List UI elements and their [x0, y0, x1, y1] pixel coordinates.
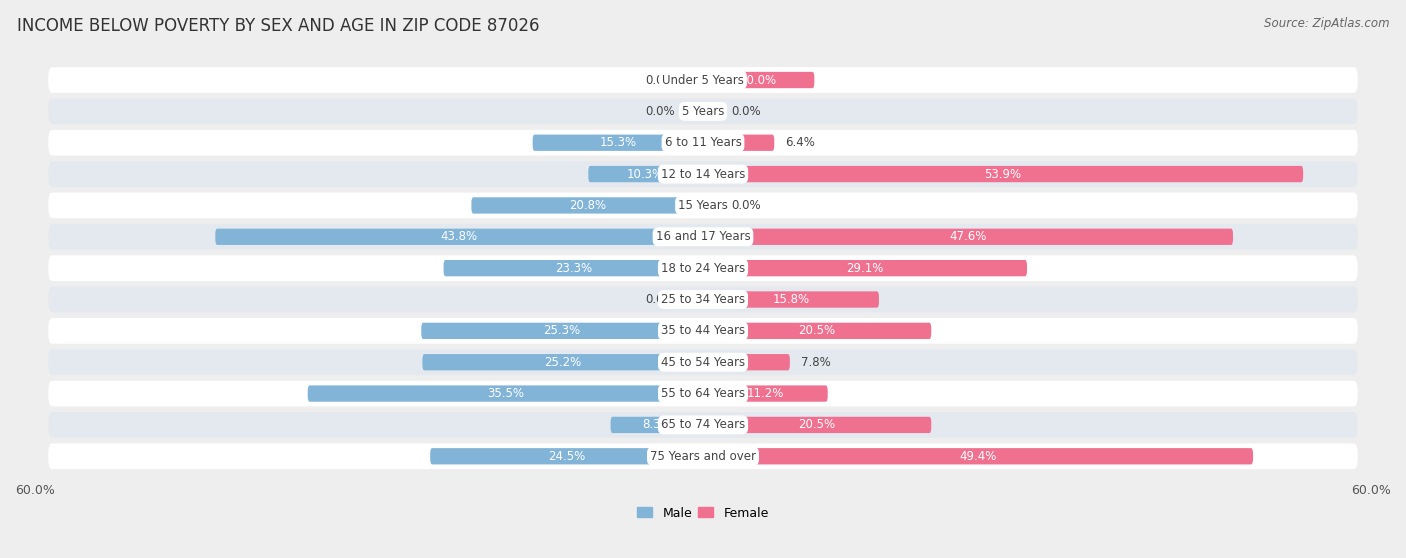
FancyBboxPatch shape — [703, 448, 1253, 464]
FancyBboxPatch shape — [48, 256, 1358, 281]
Text: 75 Years and over: 75 Years and over — [650, 450, 756, 463]
Text: Under 5 Years: Under 5 Years — [662, 74, 744, 86]
FancyBboxPatch shape — [703, 354, 790, 371]
Text: 55 to 64 Years: 55 to 64 Years — [661, 387, 745, 400]
FancyBboxPatch shape — [48, 99, 1358, 124]
Text: 12 to 14 Years: 12 to 14 Years — [661, 167, 745, 181]
FancyBboxPatch shape — [533, 134, 703, 151]
Text: Source: ZipAtlas.com: Source: ZipAtlas.com — [1264, 17, 1389, 30]
Text: 11.2%: 11.2% — [747, 387, 785, 400]
Text: 45 to 54 Years: 45 to 54 Years — [661, 355, 745, 369]
Text: 29.1%: 29.1% — [846, 262, 884, 275]
Text: 7.8%: 7.8% — [801, 355, 831, 369]
FancyBboxPatch shape — [48, 287, 1358, 312]
Text: 35 to 44 Years: 35 to 44 Years — [661, 324, 745, 338]
FancyBboxPatch shape — [703, 386, 828, 402]
FancyBboxPatch shape — [48, 381, 1358, 406]
Text: 20.5%: 20.5% — [799, 418, 835, 431]
Text: 0.0%: 0.0% — [645, 105, 675, 118]
Text: 53.9%: 53.9% — [984, 167, 1022, 181]
Text: 20.5%: 20.5% — [799, 324, 835, 338]
FancyBboxPatch shape — [308, 386, 703, 402]
Text: 16 and 17 Years: 16 and 17 Years — [655, 230, 751, 243]
FancyBboxPatch shape — [422, 354, 703, 371]
Text: 15 Years: 15 Years — [678, 199, 728, 212]
Text: 15.8%: 15.8% — [772, 293, 810, 306]
Text: 6 to 11 Years: 6 to 11 Years — [665, 136, 741, 149]
FancyBboxPatch shape — [215, 229, 703, 245]
FancyBboxPatch shape — [48, 67, 1358, 93]
FancyBboxPatch shape — [48, 224, 1358, 249]
FancyBboxPatch shape — [703, 417, 931, 433]
Text: 5 Years: 5 Years — [682, 105, 724, 118]
FancyBboxPatch shape — [471, 198, 703, 214]
Text: 8.3%: 8.3% — [643, 418, 672, 431]
Text: INCOME BELOW POVERTY BY SEX AND AGE IN ZIP CODE 87026: INCOME BELOW POVERTY BY SEX AND AGE IN Z… — [17, 17, 540, 35]
FancyBboxPatch shape — [48, 349, 1358, 375]
FancyBboxPatch shape — [703, 291, 879, 307]
FancyBboxPatch shape — [48, 444, 1358, 469]
Text: 20.8%: 20.8% — [568, 199, 606, 212]
FancyBboxPatch shape — [443, 260, 703, 276]
Text: 0.0%: 0.0% — [645, 293, 675, 306]
FancyBboxPatch shape — [703, 134, 775, 151]
FancyBboxPatch shape — [430, 448, 703, 464]
Legend: Male, Female: Male, Female — [633, 502, 773, 525]
Text: 43.8%: 43.8% — [440, 230, 478, 243]
Text: 0.0%: 0.0% — [731, 105, 761, 118]
Text: 0.0%: 0.0% — [645, 74, 675, 86]
Text: 47.6%: 47.6% — [949, 230, 987, 243]
FancyBboxPatch shape — [703, 260, 1026, 276]
FancyBboxPatch shape — [48, 130, 1358, 156]
FancyBboxPatch shape — [610, 417, 703, 433]
Text: 6.4%: 6.4% — [786, 136, 815, 149]
Text: 10.3%: 10.3% — [627, 167, 664, 181]
Text: 0.0%: 0.0% — [731, 199, 761, 212]
FancyBboxPatch shape — [703, 229, 1233, 245]
FancyBboxPatch shape — [48, 318, 1358, 344]
Text: 25 to 34 Years: 25 to 34 Years — [661, 293, 745, 306]
Text: 25.2%: 25.2% — [544, 355, 581, 369]
Text: 49.4%: 49.4% — [959, 450, 997, 463]
FancyBboxPatch shape — [703, 166, 1303, 182]
FancyBboxPatch shape — [703, 72, 814, 88]
FancyBboxPatch shape — [588, 166, 703, 182]
Text: 18 to 24 Years: 18 to 24 Years — [661, 262, 745, 275]
Text: 24.5%: 24.5% — [548, 450, 585, 463]
Text: 25.3%: 25.3% — [544, 324, 581, 338]
FancyBboxPatch shape — [422, 323, 703, 339]
Text: 35.5%: 35.5% — [486, 387, 524, 400]
FancyBboxPatch shape — [48, 161, 1358, 187]
FancyBboxPatch shape — [703, 323, 931, 339]
Text: 65 to 74 Years: 65 to 74 Years — [661, 418, 745, 431]
Text: 10.0%: 10.0% — [740, 74, 778, 86]
FancyBboxPatch shape — [48, 412, 1358, 438]
Text: 15.3%: 15.3% — [599, 136, 637, 149]
Text: 23.3%: 23.3% — [555, 262, 592, 275]
FancyBboxPatch shape — [48, 193, 1358, 218]
